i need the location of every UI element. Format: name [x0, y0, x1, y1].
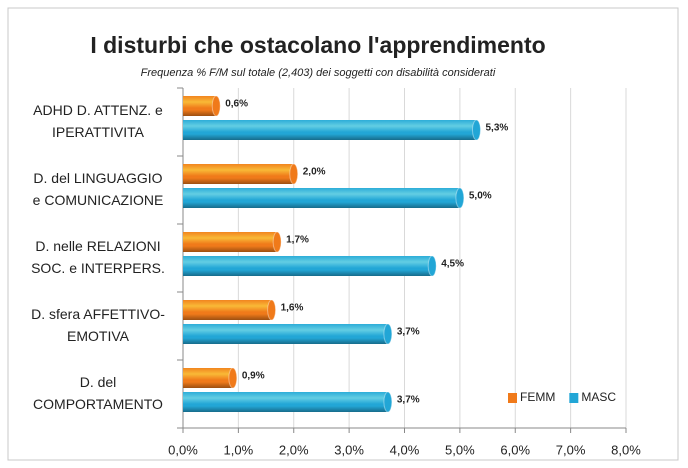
- y-tick-label: D. del COMPORTAMENTO: [33, 374, 163, 412]
- bar: [183, 231, 282, 253]
- legend-swatch: [508, 393, 517, 403]
- bar-cap: [211, 95, 221, 117]
- data-label: 4,5%: [441, 259, 464, 270]
- legend-label: FEMM: [520, 390, 555, 404]
- bar-shade: [183, 392, 388, 412]
- y-tick-label: ADHD D. ATTENZ. e IPERATTIVITA: [33, 102, 163, 140]
- bar-cap: [427, 255, 437, 277]
- x-tick-label: 0,0%: [168, 442, 198, 457]
- y-tick-label: D. del LINGUAGGIO e COMUNICAZIONE: [33, 170, 164, 208]
- legend-label: MASC: [581, 390, 616, 404]
- bar-cap: [228, 367, 238, 389]
- bar-cap: [267, 299, 277, 321]
- data-label: 1,7%: [286, 235, 309, 246]
- bar-cap: [383, 323, 393, 345]
- data-label: 1,6%: [281, 303, 304, 314]
- y-tick-label: D. nelle RELAZIONI SOC. e INTERPERS.: [31, 238, 165, 276]
- bar-cap: [272, 231, 282, 253]
- bar-cap: [289, 163, 299, 185]
- data-label: 5,3%: [485, 123, 508, 134]
- bar: [183, 367, 238, 389]
- bar: [183, 255, 437, 277]
- data-label: 0,9%: [242, 371, 265, 382]
- bar-shade: [183, 256, 433, 276]
- bar-cap: [455, 187, 465, 209]
- bar-shade: [183, 300, 272, 320]
- x-tick-label: 3,0%: [334, 442, 364, 457]
- x-tick-label: 5,0%: [445, 442, 475, 457]
- bar-shade: [183, 120, 477, 140]
- chart-frame: [7, 7, 679, 461]
- bar-shade: [183, 232, 278, 252]
- chart-subtitle: Frequenza % F/M sul totale (2,403) dei s…: [141, 67, 496, 79]
- bar-shade: [183, 164, 294, 184]
- x-tick-label: 6,0%: [500, 442, 530, 457]
- bar: [183, 187, 465, 209]
- bar: [183, 299, 277, 321]
- x-tick-label: 4,0%: [390, 442, 420, 457]
- bar-shade: [183, 324, 388, 344]
- bar-shade: [183, 368, 233, 388]
- legend-swatch: [569, 393, 579, 403]
- chart-title: I disturbi che ostacolano l'apprendiment…: [90, 32, 545, 58]
- data-label: 3,7%: [397, 395, 420, 406]
- bar-shade: [183, 96, 217, 116]
- x-tick-label: 2,0%: [279, 442, 309, 457]
- data-label: 0,6%: [225, 99, 248, 110]
- data-label: 5,0%: [469, 191, 492, 202]
- x-tick-label: 8,0%: [611, 442, 641, 457]
- bar: [183, 323, 393, 345]
- bar: [183, 95, 221, 117]
- bar: [183, 163, 299, 185]
- bar-cap: [383, 391, 393, 413]
- x-tick-label: 7,0%: [556, 442, 586, 457]
- x-tick-label: 1,0%: [224, 442, 254, 457]
- bar-shade: [183, 188, 460, 208]
- data-label: 3,7%: [397, 327, 420, 338]
- y-tick-label: D. sfera AFFETTIVO-EMOTIVA: [31, 306, 165, 344]
- data-label: 2,0%: [303, 167, 326, 178]
- bar-cap: [471, 119, 481, 141]
- bar: [183, 119, 481, 141]
- bar: [183, 391, 393, 413]
